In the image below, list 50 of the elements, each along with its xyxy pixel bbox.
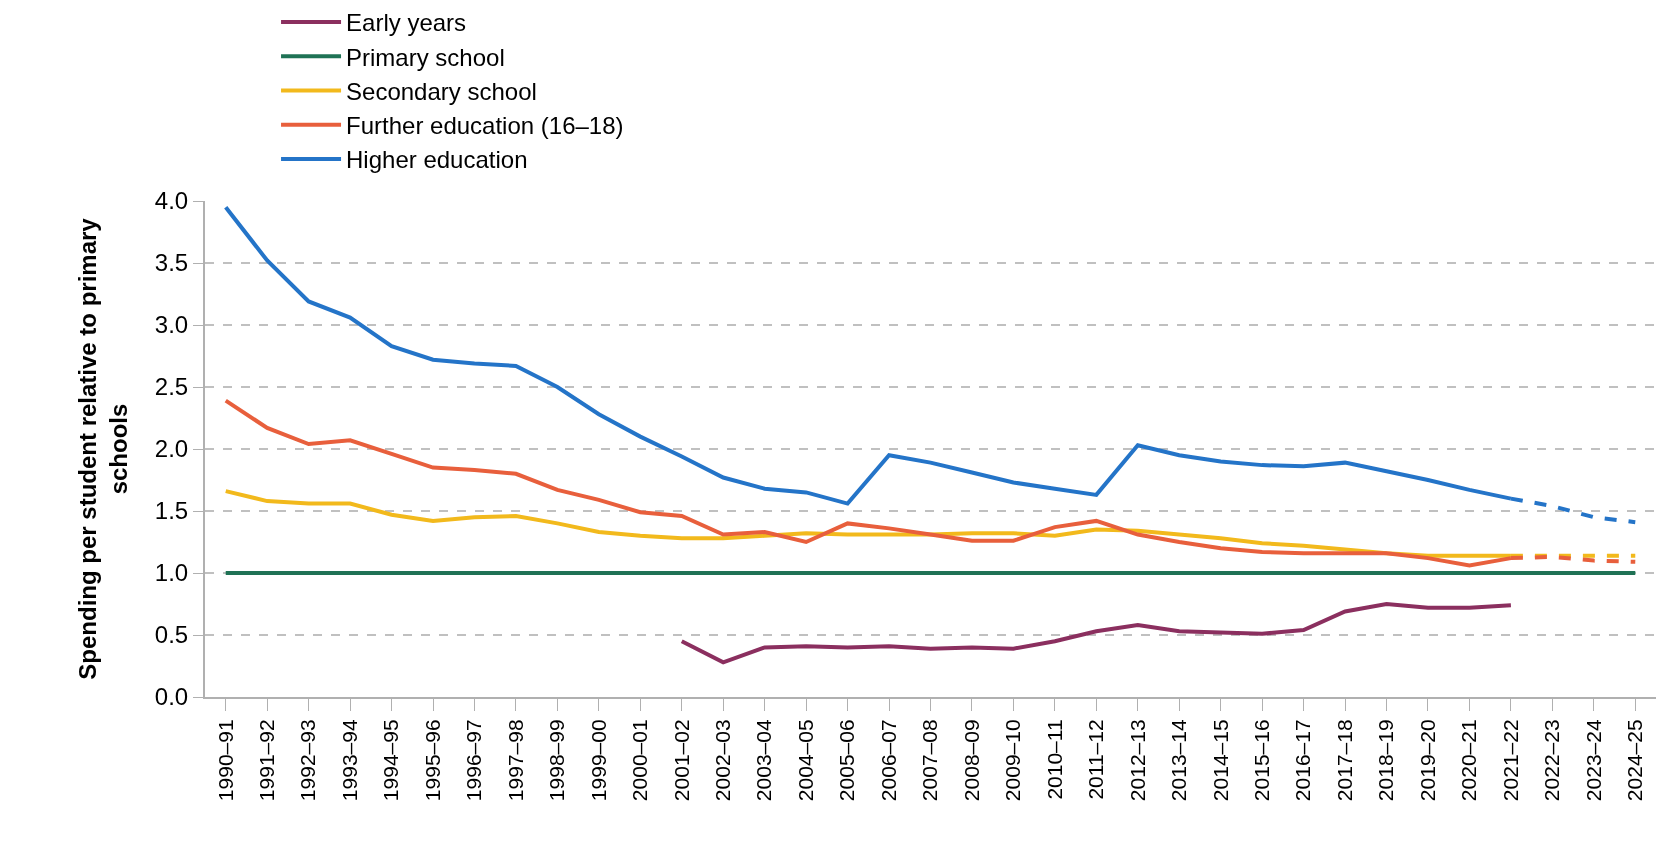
y-axis-title: Spending per student relative to primary schools [74, 217, 133, 680]
x-tick-label: 2016–17 [1291, 719, 1315, 802]
x-tick-label: 2000–01 [628, 719, 652, 802]
y-tick-label: 3.0 [154, 311, 189, 339]
x-tick-label: 2015–16 [1249, 719, 1273, 802]
x-tick-label: 1992–93 [296, 719, 320, 802]
x-tick-label: 2020–21 [1457, 719, 1481, 802]
x-tick-label: 1996–97 [462, 719, 486, 802]
y-tick-label: 1.0 [154, 559, 189, 587]
x-tick-label: 2011–12 [1084, 719, 1108, 800]
x-tick-label: 2012–13 [1125, 719, 1149, 802]
x-tick-label: 2004–05 [793, 719, 817, 802]
legend-label: Secondary school [346, 77, 537, 105]
x-tick-label: 2007–08 [918, 719, 942, 802]
y-tick-label: 0.0 [154, 683, 189, 711]
x-tick-label: 2017–18 [1332, 719, 1356, 802]
x-tick-label: 1998–99 [545, 719, 569, 802]
legend-label: Primary school [346, 43, 505, 71]
y-tick-label: 2.0 [154, 435, 189, 463]
x-tick-label: 2006–07 [876, 719, 900, 802]
x-tick-label: 2002–03 [711, 719, 735, 802]
x-tick-label: 2013–14 [1167, 719, 1191, 802]
x-tick-label: 2014–15 [1208, 719, 1232, 802]
x-tick-label: 1994–95 [379, 719, 403, 802]
legend-label: Higher education [346, 146, 528, 174]
y-tick-label: 2.5 [154, 373, 189, 401]
x-tick-label: 2001–02 [669, 719, 693, 802]
y-tick-label: 3.5 [154, 249, 189, 277]
x-tick-label: 1991–92 [255, 719, 279, 802]
x-tick-label: 2019–20 [1415, 719, 1439, 802]
x-tick-label: 2021–22 [1498, 719, 1522, 802]
x-tick-label: 1995–96 [420, 719, 444, 802]
x-tick-label: 1997–98 [503, 719, 527, 802]
x-tick-label: 2018–19 [1374, 719, 1398, 802]
y-tick-label: 1.5 [154, 497, 189, 525]
x-tick-label: 2022–23 [1540, 719, 1564, 802]
x-tick-label: 2023–24 [1581, 719, 1605, 802]
x-tick-label: 1990–91 [213, 719, 237, 802]
y-tick-label: 4.0 [154, 187, 189, 215]
x-tick-label: 1993–94 [337, 719, 361, 802]
legend-label: Further education (16–18) [346, 112, 624, 140]
x-tick-label: 2008–09 [959, 719, 983, 802]
x-tick-label: 2003–04 [752, 719, 776, 802]
x-tick-label: 2010–11 [1042, 719, 1066, 800]
x-tick-label: 2024–25 [1623, 719, 1647, 802]
x-tick-label: 2005–06 [835, 719, 859, 802]
legend-label: Early years [346, 9, 467, 37]
y-tick-label: 0.5 [154, 621, 189, 649]
x-tick-label: 2009–10 [1001, 719, 1025, 802]
x-tick-label: 1999–00 [586, 719, 610, 802]
